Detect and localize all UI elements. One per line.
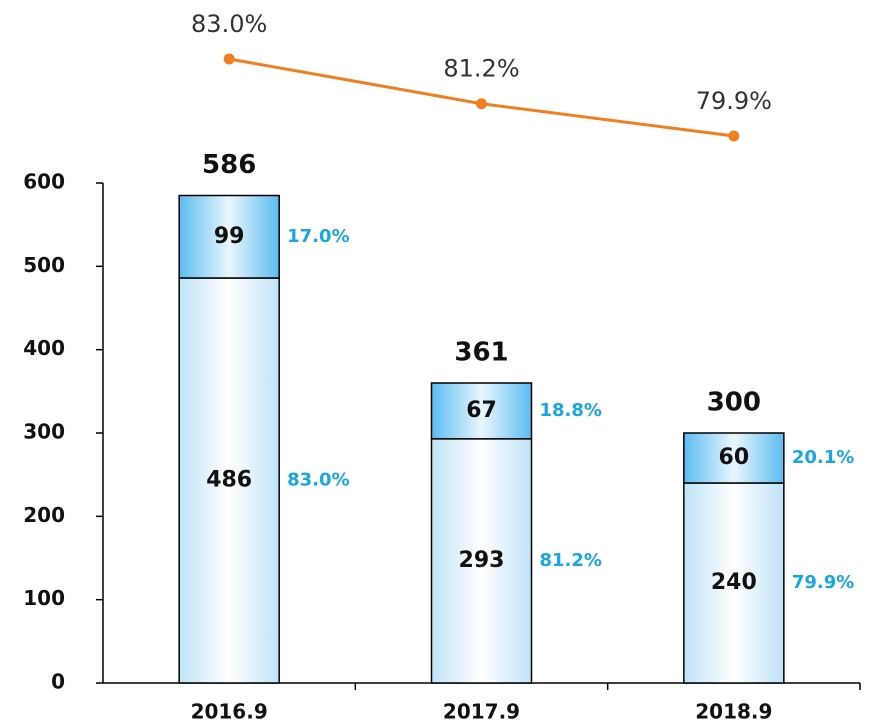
y-tick-label: 500 [23, 253, 65, 277]
total-label: 586 [202, 150, 256, 180]
bar-segment [178, 194, 280, 279]
segment-label: 67 [466, 398, 497, 423]
y-tick-label: 600 [23, 170, 65, 194]
line-label: 83.0% [191, 10, 267, 38]
y-tick-label: 400 [23, 336, 65, 360]
segment-label: 99 [214, 224, 245, 249]
share-label: 17.0% [287, 226, 349, 247]
share-label: 20.1% [792, 447, 854, 468]
x-tick-label: 2017.9 [443, 700, 520, 724]
total-label: 361 [454, 338, 508, 368]
y-tick-label: 0 [51, 670, 65, 694]
y-tick-label: 300 [23, 420, 65, 444]
x-tick-label: 2018.9 [695, 700, 772, 724]
segment-label: 240 [711, 570, 757, 595]
share-label: 18.8% [540, 400, 602, 421]
bar-segment [683, 432, 785, 484]
bar-segment [430, 382, 533, 440]
share-label: 79.9% [792, 572, 854, 593]
line-point [223, 53, 235, 65]
x-tick-label: 2016.9 [191, 700, 268, 724]
segment-label: 60 [719, 445, 750, 470]
segment-label: 486 [206, 468, 252, 493]
y-tick-label: 200 [23, 503, 65, 527]
share-label: 83.0% [287, 470, 349, 491]
y-tick-label: 100 [23, 586, 65, 610]
line-point [476, 98, 487, 110]
total-label: 300 [707, 388, 761, 418]
line-point [728, 130, 740, 142]
bar-segment [683, 482, 785, 684]
bar-segment [178, 277, 280, 684]
segment-label: 293 [459, 548, 505, 573]
share-label: 81.2% [540, 550, 602, 571]
line-label: 79.9% [696, 87, 772, 115]
line-label: 81.2% [443, 55, 519, 83]
